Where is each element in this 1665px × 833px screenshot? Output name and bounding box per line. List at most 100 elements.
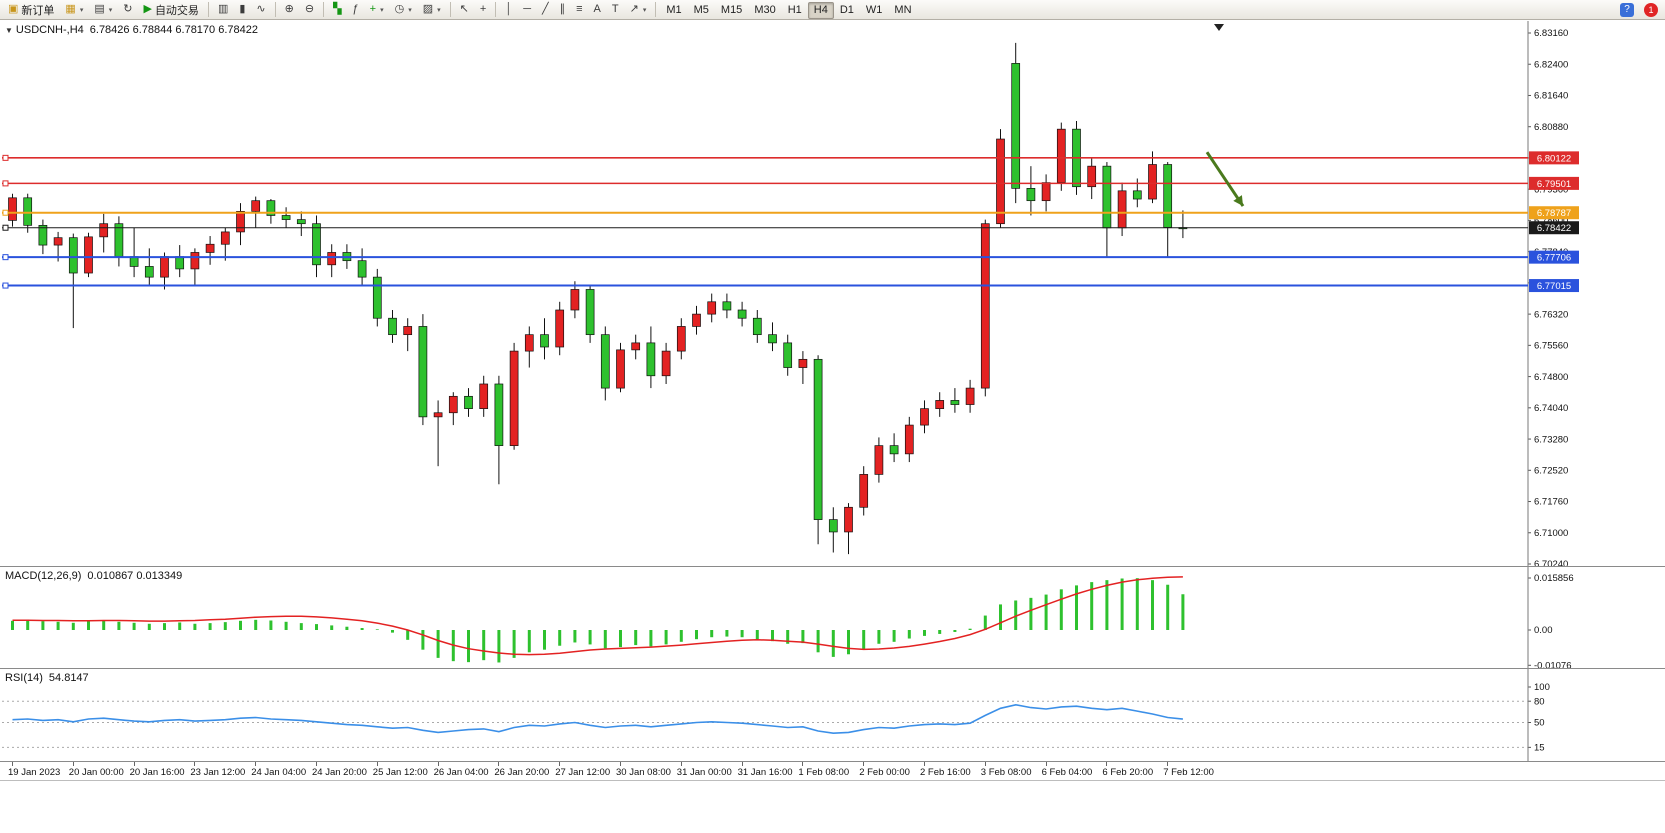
time-axis-label: 7 Feb 12:00 [1163, 767, 1214, 778]
zoom-out-button[interactable]: ⊖ [300, 1, 319, 18]
indicator-list-button[interactable]: ƒ [348, 1, 364, 18]
templates-button[interactable]: ▨ ▾ [418, 1, 446, 18]
svg-text:6.77015: 6.77015 [1537, 281, 1571, 292]
horizontal-line-tool[interactable]: ─ [518, 1, 536, 18]
chart-shift-marker-icon[interactable] [1214, 24, 1224, 31]
chevron-down-icon: ▾ [380, 6, 384, 14]
rsi-chart[interactable]: 100 80 50 15 [0, 669, 1665, 761]
svg-text:15: 15 [1534, 743, 1545, 754]
autotrade-label: 自动交易 [154, 4, 199, 17]
time-axis-label: 31 Jan 00:00 [676, 767, 732, 778]
notification-badge[interactable]: 1 [1644, 2, 1658, 17]
chevron-down-icon: ▾ [108, 6, 113, 14]
svg-text:6.82400: 6.82400 [1534, 59, 1568, 70]
timeframe-H4[interactable]: H4 [807, 1, 834, 19]
cursor-button[interactable]: ↖ [455, 1, 474, 18]
time-axis-label: 19 Jan 2023 [8, 767, 61, 778]
tile-windows-icon: ▚ [333, 3, 342, 15]
toolbar: ▣ 新订单 ▦ ▾ ▤ ▾ ↻ ▶ 自动交易 ▥ ▮ ∿ ⊕ ⊖ ▚ ƒ + ▾ [0, 0, 1665, 20]
autotrade-button[interactable]: ▶ 自动交易 [138, 1, 203, 18]
fibonacci-tool[interactable]: ≡ [571, 1, 587, 18]
vertical-line-tool[interactable]: │ [500, 1, 517, 18]
refresh-button[interactable]: ↻ [118, 1, 137, 18]
label-icon: T [611, 3, 619, 15]
zoom-in-button[interactable]: ⊕ [280, 1, 299, 18]
macd-axis[interactable]: 0.015856 0.00 -0.01076 [1527, 567, 1574, 668]
macd-histogram [11, 578, 1185, 663]
time-axis-tick [133, 762, 135, 766]
symbol-period-label: USDCNH-,H4 [15, 24, 84, 36]
price-axis[interactable]: 6.831606.824006.816406.808806.801206.793… [1527, 21, 1568, 566]
crosshair-button[interactable]: + [475, 1, 491, 18]
collapse-icon[interactable]: ▼ [5, 26, 13, 35]
rsi-value: 54.8147 [48, 672, 89, 684]
toolbar-separator [449, 2, 451, 17]
svg-text:6.74800: 6.74800 [1534, 372, 1568, 383]
chevron-down-icon: ▾ [437, 6, 441, 14]
macd-header: MACD(12,26,9) 0.010867 0.013349 [5, 570, 182, 582]
timeframe-MN[interactable]: MN [888, 2, 917, 19]
time-axis[interactable]: 19 Jan 2023 20 Jan 00:00 20 Jan 16:00 23 Ja… [0, 761, 1665, 781]
profiles-button[interactable]: ▤ ▾ [89, 1, 117, 18]
time-axis-label: 2 Feb 00:00 [859, 767, 910, 778]
time-axis-tick [559, 762, 561, 766]
text-tool[interactable]: A [589, 1, 606, 18]
label-tool[interactable]: T [607, 1, 624, 18]
chevron-down-icon: ▾ [408, 6, 412, 14]
time-axis-tick [984, 762, 986, 766]
timeframe-M15[interactable]: M15 [715, 2, 748, 19]
bar-chart-button[interactable]: ▥ [213, 1, 233, 18]
svg-text:6.72520: 6.72520 [1534, 465, 1568, 476]
svg-text:50: 50 [1534, 718, 1545, 729]
trend-arrow-annotation[interactable] [1205, 151, 1245, 207]
timeframe-H1[interactable]: H1 [782, 2, 808, 19]
tile-windows-button[interactable]: ▚ [328, 1, 346, 18]
svg-text:6.83160: 6.83160 [1534, 28, 1568, 39]
macd-signal-line [12, 576, 1183, 656]
periods-button[interactable]: ◷ ▾ [390, 1, 417, 18]
rsi-line [12, 703, 1183, 735]
chevron-down-icon: ▾ [642, 6, 647, 14]
candlestick-chart-button[interactable]: ▮ [234, 1, 250, 18]
timeframe-M30[interactable]: M30 [748, 2, 781, 19]
line-chart-button[interactable]: ∿ [251, 1, 270, 18]
time-axis-tick [924, 762, 925, 766]
macd-chart[interactable]: 0.015856 0.00 -0.01076 [0, 567, 1665, 668]
horizontal-level-lines[interactable]: 6.80122 6.79501 6.78787 6.78422 6.77706 6.770… [2, 151, 1579, 293]
bar-chart-icon: ▥ [217, 3, 229, 15]
time-axis-tick [863, 762, 865, 766]
toolbar-separator [655, 2, 657, 17]
new-chart-button[interactable]: ▦ ▾ [60, 1, 88, 18]
svg-text:100: 100 [1534, 682, 1550, 693]
new-order-label: 新订单 [21, 4, 55, 17]
time-axis-tick [680, 762, 682, 766]
timeframe-W1[interactable]: W1 [860, 2, 889, 19]
support-button[interactable]: ? [1615, 1, 1639, 18]
add-indicator-button[interactable]: + ▾ [365, 1, 389, 18]
arrows-tool[interactable]: ↗ ▾ [625, 1, 652, 18]
time-axis-label: 1 Feb 08:00 [798, 767, 850, 778]
trendline-tool[interactable]: ╱ [537, 1, 554, 18]
chevron-down-icon: ▾ [79, 6, 84, 14]
svg-text:6.80880: 6.80880 [1534, 122, 1568, 133]
new-order-button[interactable]: ▣ 新订单 [3, 1, 59, 18]
timeframe-M1[interactable]: M1 [660, 2, 687, 19]
svg-text:0.015856: 0.015856 [1534, 573, 1574, 584]
svg-text:6.71000: 6.71000 [1534, 528, 1568, 539]
timeframe-group: M1 M5 M15 M30 H1 H4 D1 W1 MN [660, 0, 917, 19]
candlestick-chart[interactable]: 6.831606.824006.816406.808806.801206.793… [0, 21, 1665, 566]
toolbar-separator [207, 2, 209, 17]
chart-header: ▼ USDCNH-,H4 6.78426 6.78844 6.78170 6.784… [5, 24, 258, 36]
fibonacci-icon: ≡ [576, 3, 583, 15]
time-axis-label: 27 Jan 12:00 [555, 767, 611, 778]
channel-tool[interactable]: ∥ [555, 1, 571, 18]
timeframe-M5[interactable]: M5 [688, 2, 715, 19]
timeframe-D1[interactable]: D1 [834, 2, 860, 19]
support-icon: ? [1620, 2, 1634, 17]
rsi-axis[interactable]: 100 80 50 15 [1527, 669, 1550, 761]
time-axis-label: 6 Feb 20:00 [1102, 767, 1154, 778]
svg-text:6.73280: 6.73280 [1534, 434, 1568, 445]
autotrade-play-icon: ▶ [143, 3, 152, 15]
time-axis-label: 3 Feb 08:00 [980, 767, 1032, 778]
time-axis-tick [72, 762, 74, 766]
